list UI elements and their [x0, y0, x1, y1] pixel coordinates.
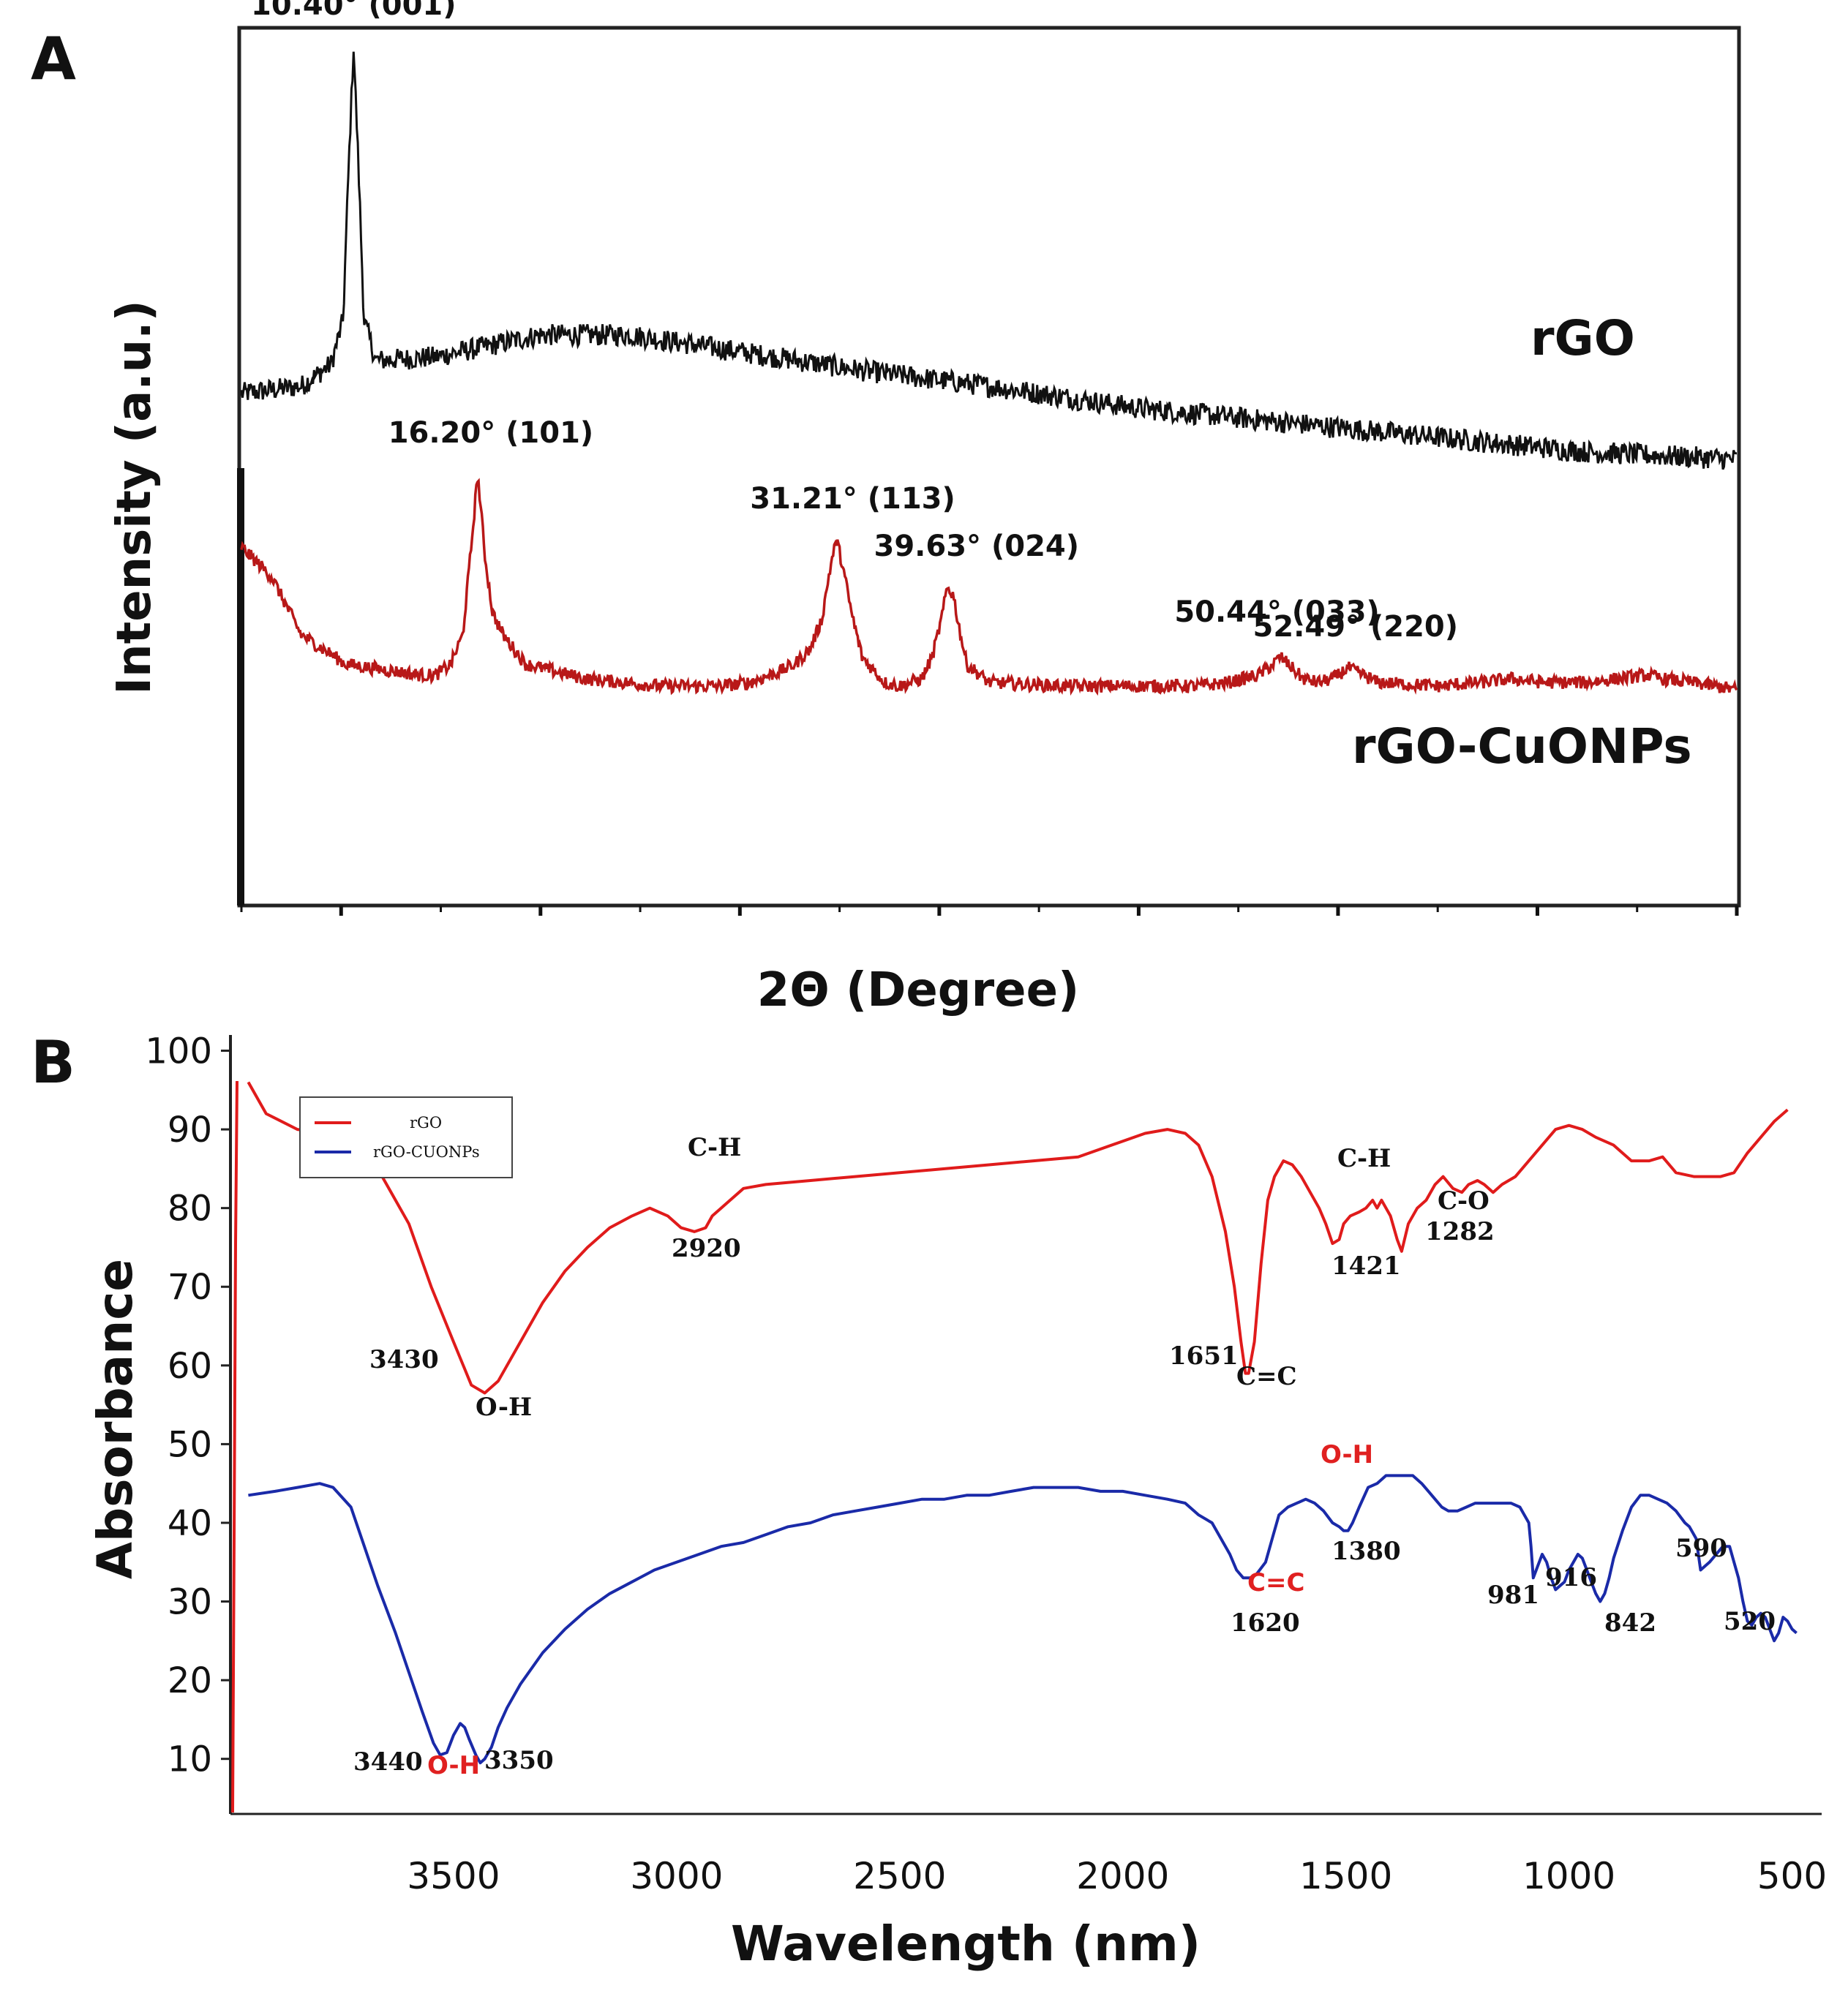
ann-1421: 1421 — [1331, 1251, 1401, 1281]
ann-520: 520 — [1724, 1607, 1776, 1636]
xrd-peak-label-31-21-113: 31.21° (113) — [750, 482, 955, 516]
ann-1282: 1282 — [1425, 1217, 1495, 1246]
ftir-x-tick-label: 1000 — [1522, 1855, 1615, 1897]
xrd-y-axis-label: Intensity (a.u.) — [108, 300, 162, 694]
ftir-x-tick-label: 2000 — [1076, 1855, 1169, 1897]
ftir-axes — [229, 1035, 1822, 1815]
ann-3440: 3440 — [353, 1747, 423, 1777]
xrd-annotations: 10.40° (001) 16.20° (101) 31.21° (113) 39.6… — [251, 0, 1458, 644]
series-line-rgo-cuonps — [240, 478, 1738, 696]
ann-3350: 3350 — [484, 1746, 554, 1775]
ann-842: 842 — [1604, 1608, 1656, 1638]
ftir-x-tick-label: 500 — [1757, 1855, 1827, 1897]
series-label-rgo-cuonps: rGO-CuONPs — [1352, 718, 1692, 775]
series-line-rgo — [247, 1081, 1789, 1395]
ann-590: 590 — [1675, 1534, 1727, 1563]
ftir-x-tick-label: 3000 — [630, 1855, 723, 1897]
series-line-rgo — [240, 51, 1738, 470]
ann-1620: 1620 — [1231, 1608, 1300, 1638]
ftir-legend: rGO rGO-CUONPs — [299, 1096, 513, 1178]
series-label-rgo: rGO — [1530, 310, 1635, 366]
ann-oh-cuonps: O-H — [427, 1751, 480, 1780]
ftir-y-tick-label: 20 — [168, 1660, 212, 1701]
ann-oh-cuonps-1380: O-H — [1321, 1440, 1373, 1469]
ann-cc-cuonps: C=C — [1247, 1568, 1304, 1597]
ann-981: 981 — [1487, 1581, 1539, 1610]
ann-916: 916 — [1545, 1563, 1597, 1592]
ftir-x-axis-label: Wavelength (nm) — [731, 1916, 1201, 1972]
xrd-plot-frame — [237, 26, 1741, 908]
ftir-y-tick-label: 50 — [168, 1424, 212, 1465]
rgo-left-spike — [231, 1080, 238, 1813]
xrd-peak-label-10-40-001: 10.40° (001) — [251, 0, 457, 22]
ann-3430: 3430 — [369, 1345, 439, 1374]
xrd-frame — [237, 26, 1741, 908]
ann-1651: 1651 — [1169, 1341, 1239, 1371]
ann-2920: 2920 — [672, 1234, 741, 1263]
ftir-x-tick-label: 3500 — [407, 1855, 500, 1897]
series-line-rgo-cuonps — [248, 1474, 1798, 1765]
xrd-peak-label-39-63-024: 39.63° (024) — [874, 530, 1080, 563]
legend-label-rgo: rGO — [410, 1114, 442, 1132]
xrd-peak-label-52-49-220: 52.49° (220) — [1253, 610, 1459, 644]
ftir-x-tick-label: 2500 — [853, 1855, 946, 1897]
ann-co: C-O — [1438, 1186, 1490, 1216]
ftir-y-tick-label: 90 — [168, 1110, 212, 1151]
ann-1380: 1380 — [1331, 1537, 1401, 1566]
ftir-y-tick-label: 30 — [168, 1582, 212, 1623]
legend-box — [299, 1096, 513, 1178]
ann-oh-rgo: O-H — [476, 1393, 532, 1422]
ann-ch-1421: C-H — [1337, 1144, 1391, 1173]
ftir-x-ticks: 3500 3000 2500 2000 1500 1000 500 — [407, 1855, 1827, 1897]
ftir-series-group — [247, 1081, 1798, 1765]
xrd-series-group — [240, 51, 1738, 696]
ftir-y-ticks: 10 20 30 40 50 60 70 80 90 100 — [145, 1031, 230, 1780]
ann-cc-rgo: C=C — [1236, 1362, 1297, 1391]
ftir-y-tick-label: 100 — [145, 1031, 212, 1072]
xrd-peak-label-50-44-033: 50.44° (033) — [1174, 595, 1380, 629]
panel-label-b: B — [31, 1028, 75, 1096]
ftir-y-tick-label: 10 — [168, 1739, 212, 1780]
ftir-y-tick-label: 40 — [168, 1503, 212, 1544]
panel-label-a: A — [31, 25, 76, 93]
legend-label-rgo-cuonps: rGO-CUONPs — [373, 1143, 480, 1161]
xrd-x-ticks — [240, 906, 1739, 916]
ftir-annotations: 3430 O-H C-H 2920 1651 C=C C-H 1421 C-O … — [353, 1133, 1776, 1780]
ftir-y-axis-label: Absorbance — [87, 1259, 143, 1579]
ann-ch-2920: C-H — [688, 1133, 741, 1162]
ftir-y-tick-label: 60 — [168, 1346, 212, 1387]
ftir-y-tick-label: 70 — [168, 1267, 212, 1308]
ftir-x-tick-label: 1500 — [1299, 1855, 1392, 1897]
xrd-peak-label-16-20-101: 16.20° (101) — [388, 416, 594, 450]
ftir-y-tick-label: 80 — [168, 1189, 212, 1230]
xrd-x-axis-label: 2Θ (Degree) — [757, 963, 1079, 1017]
